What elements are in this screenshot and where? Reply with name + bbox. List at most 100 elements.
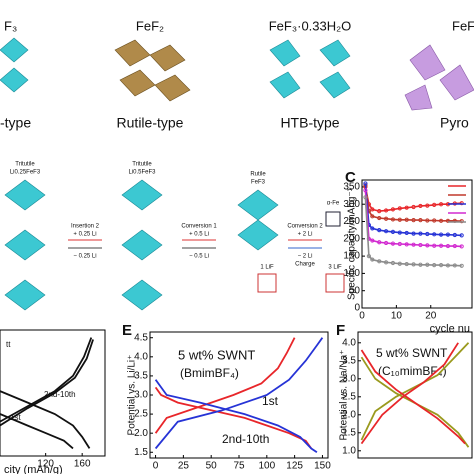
- x-tick-label: 0: [153, 461, 159, 472]
- point: [404, 217, 409, 222]
- series-line: [0, 339, 94, 427]
- y-tick-label: 3.0: [134, 390, 148, 401]
- series-line: [364, 197, 462, 267]
- point: [445, 232, 451, 237]
- annotation: (C₁₀mimBF₄): [378, 364, 447, 378]
- point: [452, 232, 457, 238]
- octahedron: [0, 37, 29, 63]
- point: [377, 240, 382, 245]
- formula: FeF₂: [136, 18, 164, 33]
- octahedron: [4, 229, 46, 261]
- step-forward: + 0.5 Li: [189, 232, 209, 238]
- point: [404, 230, 409, 236]
- y-tick-label: 2.5: [342, 391, 356, 402]
- point: [418, 262, 423, 267]
- y-tick-label: 200: [343, 233, 360, 244]
- point: [370, 214, 375, 219]
- y-tick-label: 250: [343, 216, 360, 227]
- annotation: (BmimBF₄): [180, 366, 239, 380]
- octahedron: [4, 179, 46, 211]
- point: [397, 217, 402, 222]
- point: [397, 241, 402, 247]
- y-tick-label: 50: [349, 285, 361, 296]
- series-line: [0, 337, 93, 423]
- octahedron: [404, 84, 433, 111]
- annotation: 1st: [10, 413, 21, 422]
- y-tick-label: 3.5: [342, 355, 356, 366]
- annotation: 5 wt% SWNT: [178, 347, 255, 362]
- lif-cell: [325, 273, 345, 293]
- point: [390, 229, 396, 234]
- point: [404, 242, 409, 247]
- x-tick-label: 25: [178, 461, 190, 472]
- point: [459, 244, 464, 249]
- series-line: [360, 342, 459, 445]
- point: [377, 209, 382, 214]
- fe-label: α-Fe: [327, 201, 340, 207]
- octahedron: [149, 44, 186, 72]
- point: [459, 233, 464, 238]
- octahedron: [114, 39, 151, 67]
- series-line: [364, 186, 462, 212]
- point: [425, 203, 430, 208]
- point: [432, 202, 437, 208]
- point: [425, 262, 430, 267]
- formula: FeF₃·0.33H₂O: [269, 18, 352, 33]
- plot-frame: [361, 179, 473, 309]
- annotation: 2nd-10th: [44, 390, 76, 399]
- y-tick-label: 300: [343, 199, 360, 210]
- lif-cell: [257, 273, 277, 293]
- point: [411, 231, 416, 236]
- y-tick-label: 4.0: [342, 337, 356, 348]
- series-line: [154, 337, 324, 450]
- y-axis-label: Potential vs. Li/Li⁺: [127, 355, 138, 436]
- point: [438, 232, 444, 237]
- plot-frame: [0, 329, 106, 457]
- y-tick-label: 1.0: [342, 445, 356, 456]
- point: [432, 232, 437, 237]
- step-forward: + 2 Li: [298, 232, 313, 238]
- step-back: − 2 Li: [298, 254, 313, 260]
- point: [411, 204, 416, 210]
- y-tick-label: 1.5: [342, 427, 356, 438]
- point: [425, 243, 430, 248]
- point: [438, 243, 444, 248]
- point: [397, 206, 402, 211]
- octahedron: [237, 189, 279, 221]
- x-tick-label: 0: [359, 311, 365, 322]
- type-label: -type: [0, 115, 31, 131]
- octahedron: [269, 71, 301, 99]
- point: [438, 202, 444, 207]
- annotation: tt: [6, 340, 11, 349]
- point: [459, 263, 464, 268]
- point: [363, 195, 368, 200]
- labels: F₃ FeF₂ FeF₃·0.33H₂O FeF -type Rutile-ty…: [0, 18, 474, 270]
- annotation: 2nd-10th: [222, 432, 269, 446]
- point: [411, 218, 416, 223]
- series-line: [364, 190, 462, 248]
- point: [411, 262, 416, 267]
- point: [459, 219, 464, 224]
- point: [418, 218, 423, 223]
- panel-label: C: [345, 169, 356, 186]
- phase-name: Tritutile: [132, 162, 152, 168]
- point: [383, 240, 389, 246]
- point: [445, 263, 451, 268]
- y-tick-label: 3.0: [342, 373, 356, 384]
- octahedron: [0, 67, 29, 93]
- point: [383, 229, 389, 234]
- phase-name: Rutile: [250, 172, 266, 178]
- y-tick-label: 4.5: [134, 332, 148, 343]
- point: [383, 260, 389, 265]
- lif-label: 3 LiF: [328, 265, 342, 271]
- y-tick-label: 100: [343, 268, 360, 279]
- series-line: [364, 183, 462, 237]
- y-tick-label: 3.5: [134, 371, 148, 382]
- phase-formula: Li0.5FeF3: [128, 170, 156, 176]
- octahedron: [269, 39, 301, 67]
- point: [418, 231, 423, 236]
- point: [397, 230, 402, 235]
- step-back: − 0.25 Li: [73, 254, 96, 260]
- phase-name: Tritutile: [15, 162, 35, 168]
